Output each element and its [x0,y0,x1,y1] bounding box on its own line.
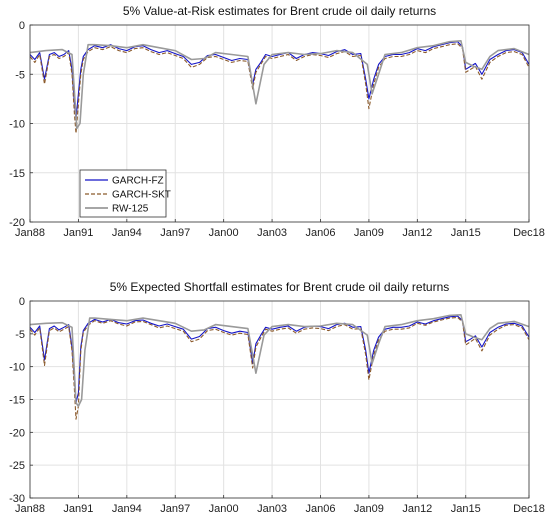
y-tick-label: -30 [9,493,25,505]
y-tick-label: -20 [9,427,25,439]
y-tick-label: -10 [9,362,25,374]
y-tick-label: -5 [15,329,25,341]
x-tick-label: Jan03 [257,503,287,515]
x-tick-label: Jan00 [209,503,239,515]
y-tick-label: -20 [9,217,25,229]
x-tick-label: Jan09 [354,227,384,239]
es-chart-panel: 5% Expected Shortfall estimates for Bren… [9,280,545,515]
x-tick-label: Dec18 [513,503,545,515]
var-chart-panel: 5% Value-at-Risk estimates for Brent cru… [9,4,545,239]
y-tick-label: -5 [15,69,25,81]
x-tick-label: Jan97 [160,503,190,515]
chart-title: 5% Value-at-Risk estimates for Brent cru… [123,4,436,18]
x-tick-label: Jan15 [451,503,481,515]
legend-label: GARCH-FZ [112,176,164,187]
x-tick-label: Jan12 [402,503,432,515]
x-tick-label: Jan15 [451,227,481,239]
y-tick-label: 0 [19,296,25,308]
x-tick-label: Jan03 [257,227,287,239]
chart-title: 5% Expected Shortfall estimates for Bren… [110,280,450,294]
legend-label: RW-125 [112,204,149,215]
x-tick-label: Jan97 [160,227,190,239]
y-tick-label: -25 [9,460,25,472]
x-tick-label: Jan09 [354,503,384,515]
x-tick-label: Jan00 [209,227,239,239]
series-line-rw-125 [29,313,530,407]
y-tick-label: -10 [9,119,25,131]
x-tick-label: Jan88 [15,227,45,239]
x-tick-label: Jan94 [112,227,142,239]
y-tick-label: -15 [9,395,25,407]
x-tick-label: Jan94 [112,503,142,515]
series-line-garch-fz [29,315,530,404]
series-line-rw-125 [29,39,530,130]
legend-label: GARCH-SKT [112,190,171,201]
series-line-garch-skt [29,43,530,134]
x-tick-label: Jan06 [305,227,335,239]
y-tick-label: -15 [9,168,25,180]
x-tick-label: Jan06 [305,503,335,515]
y-tick-label: 0 [19,20,25,32]
x-tick-label: Jan88 [15,503,45,515]
series-line-garch-skt [29,316,530,420]
chart-legend: GARCH-FZ GARCH-SKT RW-125 [79,169,171,218]
x-tick-label: Jan91 [63,227,93,239]
x-tick-label: Jan12 [402,227,432,239]
x-tick-label: Dec18 [513,227,545,239]
x-tick-label: Jan91 [63,503,93,515]
